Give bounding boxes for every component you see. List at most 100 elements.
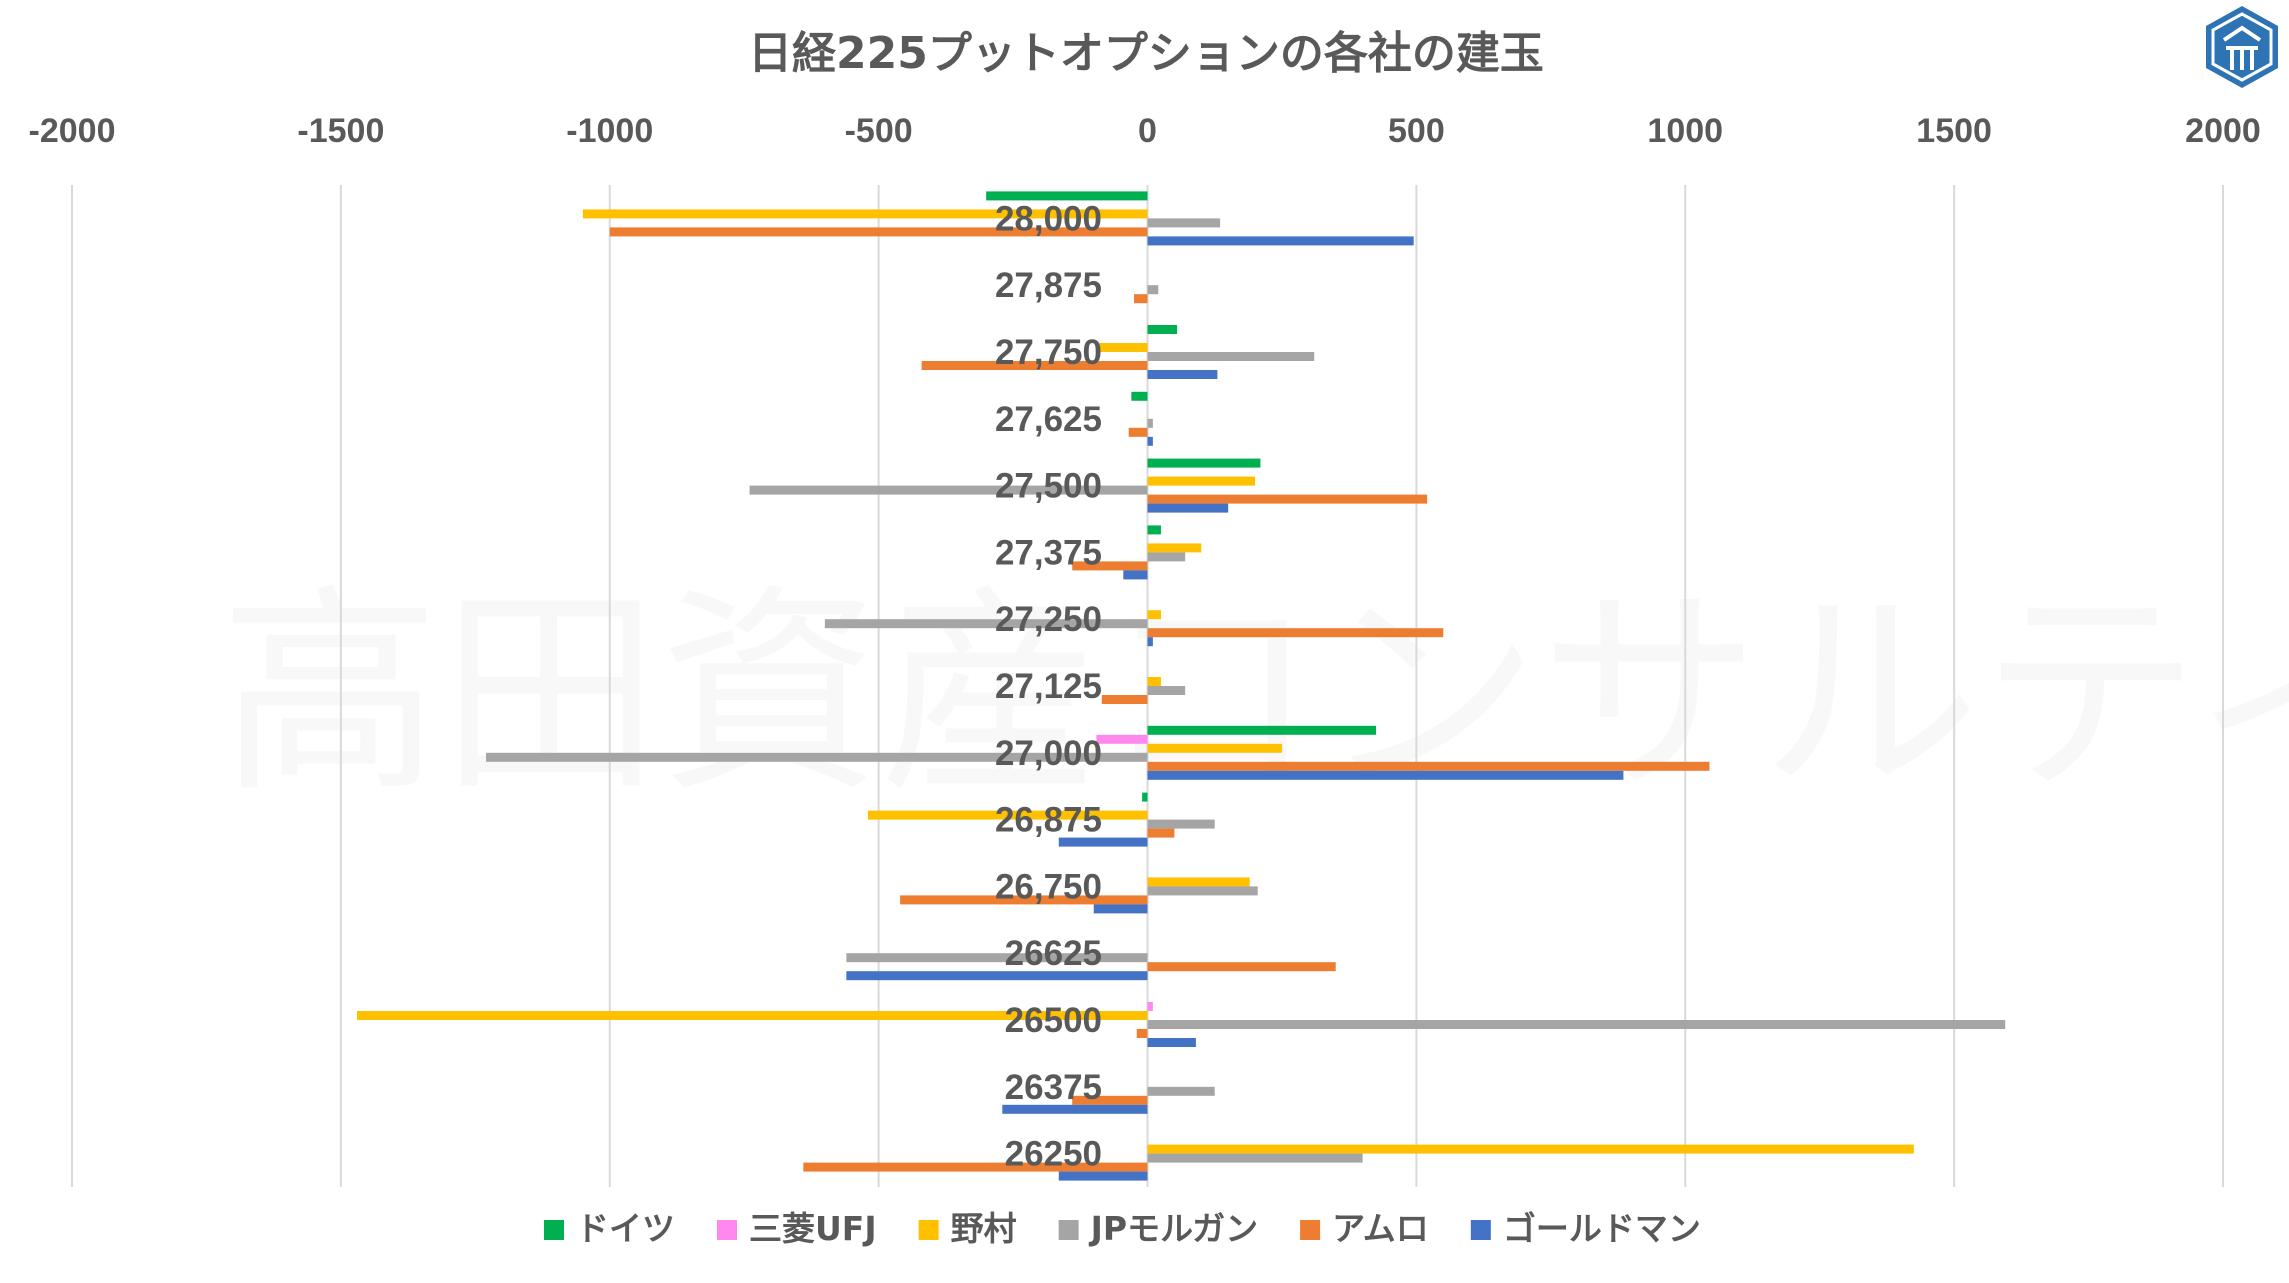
company-logo [2206, 6, 2278, 88]
bar [900, 895, 1148, 905]
bar [867, 810, 1148, 820]
bar [1147, 686, 1186, 695]
x-tick-label: 2000 [2185, 112, 2261, 150]
x-tick-label: 0 [1138, 112, 1157, 150]
bar [609, 227, 1148, 237]
bar [1058, 837, 1148, 847]
category-label: 27,750 [995, 333, 1102, 372]
bar [1093, 904, 1148, 914]
bar [1147, 503, 1229, 513]
category-label: 26,750 [995, 867, 1102, 906]
bar [1096, 734, 1148, 744]
bar [921, 361, 1148, 370]
bar [1147, 962, 1336, 972]
bar [486, 752, 1148, 762]
bar [1147, 352, 1315, 361]
legend-swatch [918, 1220, 939, 1240]
category-label: 26250 [1005, 1135, 1102, 1174]
bar [1147, 1038, 1196, 1047]
category-label: 28,000 [995, 199, 1102, 238]
bar [1142, 792, 1148, 802]
x-tick-label: 500 [1388, 112, 1445, 150]
bar [1147, 886, 1258, 896]
legend-swatch [1470, 1220, 1491, 1240]
watermark: 高田資産コンサルティング [220, 566, 2289, 822]
legend: ドイツ 三菱UFJ 野村 JPモルガン アムロ ゴールドマン [544, 1209, 1701, 1248]
category-label: 27,375 [995, 533, 1102, 572]
legend-label: 野村 [951, 1209, 1017, 1248]
bar [846, 971, 1148, 981]
legend-swatch [1058, 1220, 1079, 1240]
legend-label: JPモルガン [1089, 1209, 1258, 1248]
bar [1147, 370, 1218, 379]
category-labels: 28,000 27,875 27,750 27,625 27,500 27,375 27,2… [995, 199, 1102, 1173]
bar [357, 1011, 1148, 1020]
bar [1072, 1095, 1148, 1105]
bar [1147, 543, 1202, 553]
legend-swatch [717, 1220, 737, 1240]
bar [1147, 610, 1161, 620]
category-label: 27,125 [995, 667, 1102, 706]
bar [1147, 677, 1161, 686]
bar [1072, 561, 1148, 571]
bar [986, 191, 1148, 201]
bar [846, 953, 1148, 963]
bar [1147, 552, 1186, 562]
bar [1147, 325, 1178, 334]
category-label: 26500 [1005, 1001, 1102, 1040]
bar [1147, 637, 1153, 647]
bar [1147, 877, 1250, 887]
bar [1147, 1153, 1363, 1163]
x-tick-label: 1500 [1916, 112, 1992, 150]
bar [1147, 628, 1444, 638]
x-tick-label: -1500 [297, 112, 384, 150]
category-label: 27,250 [995, 600, 1102, 639]
category-label: 26625 [1005, 934, 1102, 973]
bar [1099, 343, 1148, 352]
bar [1058, 1171, 1148, 1181]
bar [1147, 819, 1215, 829]
legend-label: ドイツ [576, 1209, 675, 1248]
category-label: 27,625 [995, 400, 1102, 439]
bar [1002, 1104, 1148, 1114]
bar [1128, 427, 1148, 437]
category-label: 27,000 [995, 734, 1102, 773]
legend-label: アムロ [1332, 1209, 1429, 1248]
category-label: 27,500 [995, 467, 1102, 506]
x-tick-label: -2000 [29, 112, 116, 150]
bar [1147, 525, 1161, 535]
bar [1147, 828, 1175, 838]
x-tick-label: -1000 [566, 112, 653, 150]
category-label: 27,875 [995, 266, 1102, 305]
category-label: 26375 [1005, 1068, 1102, 1107]
bar [1147, 236, 1414, 246]
bar [1147, 761, 1710, 771]
chart-title: 日経225プットオプションの各社の建玉 [748, 28, 1544, 79]
bar [1147, 1002, 1153, 1011]
bar [1131, 391, 1148, 401]
bar [1134, 294, 1148, 304]
x-axis-ticks: -2000 -1500 -1000 -500 0 500 1000 1500 2000 [29, 112, 2261, 150]
bar [1147, 770, 1624, 780]
bar [1147, 436, 1153, 446]
bar [1147, 743, 1282, 753]
bar [749, 485, 1148, 495]
bar [1147, 1086, 1215, 1096]
bar [1147, 458, 1261, 468]
bar [582, 209, 1148, 219]
bar [1147, 1144, 1914, 1154]
bar [1147, 218, 1221, 228]
category-label: 26,875 [995, 801, 1102, 840]
bar [1147, 285, 1159, 295]
x-tick-label: -500 [845, 112, 913, 150]
bar [1101, 695, 1148, 704]
x-tick-label: 1000 [1647, 112, 1723, 150]
bar [1147, 494, 1428, 504]
legend-label: ゴールドマン [1503, 1209, 1701, 1248]
bar [1147, 725, 1377, 735]
bar [1147, 476, 1256, 486]
bar [824, 619, 1148, 629]
bars [357, 191, 2006, 1181]
legend-swatch [1300, 1220, 1321, 1240]
